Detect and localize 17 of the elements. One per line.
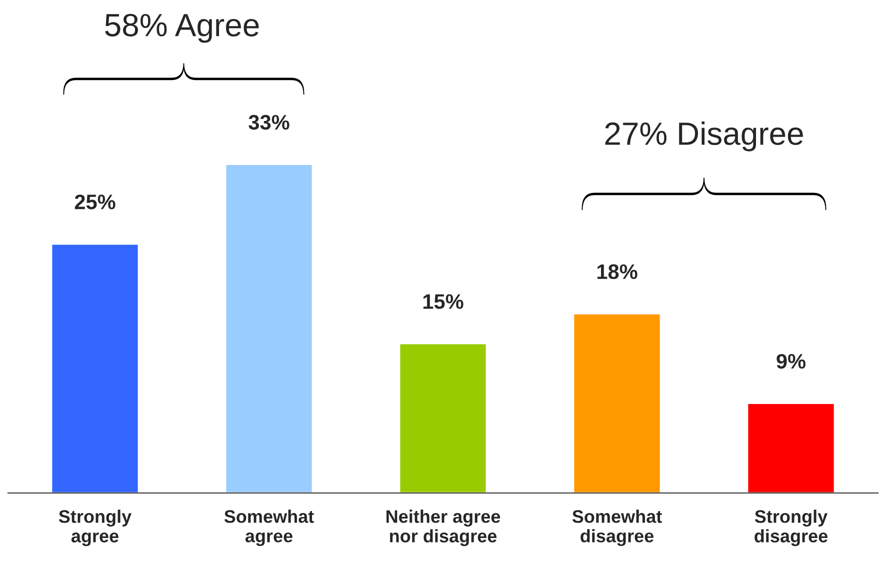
x-tick-label: Strongly disagree xyxy=(754,510,828,546)
text: 27% Disagree xyxy=(605,122,803,152)
bar xyxy=(398,342,488,493)
x-tick-label: Somewhat disagree xyxy=(572,510,662,546)
bar xyxy=(746,402,836,493)
bar xyxy=(50,243,140,493)
data-label: 25% xyxy=(74,194,116,210)
x-tick-label: Somewhat agree xyxy=(224,510,314,546)
bar xyxy=(572,313,662,493)
bar xyxy=(224,164,314,493)
x-tick-label: Neither agree nor disagree xyxy=(386,510,500,546)
data-label: 15% xyxy=(423,294,464,309)
x-tick-label: Strongly agree xyxy=(58,510,132,546)
data-label: 18% xyxy=(597,264,638,280)
data-label: 33% xyxy=(248,114,290,130)
text: 58% Agree xyxy=(105,14,259,43)
data-label: 9% xyxy=(776,354,806,369)
